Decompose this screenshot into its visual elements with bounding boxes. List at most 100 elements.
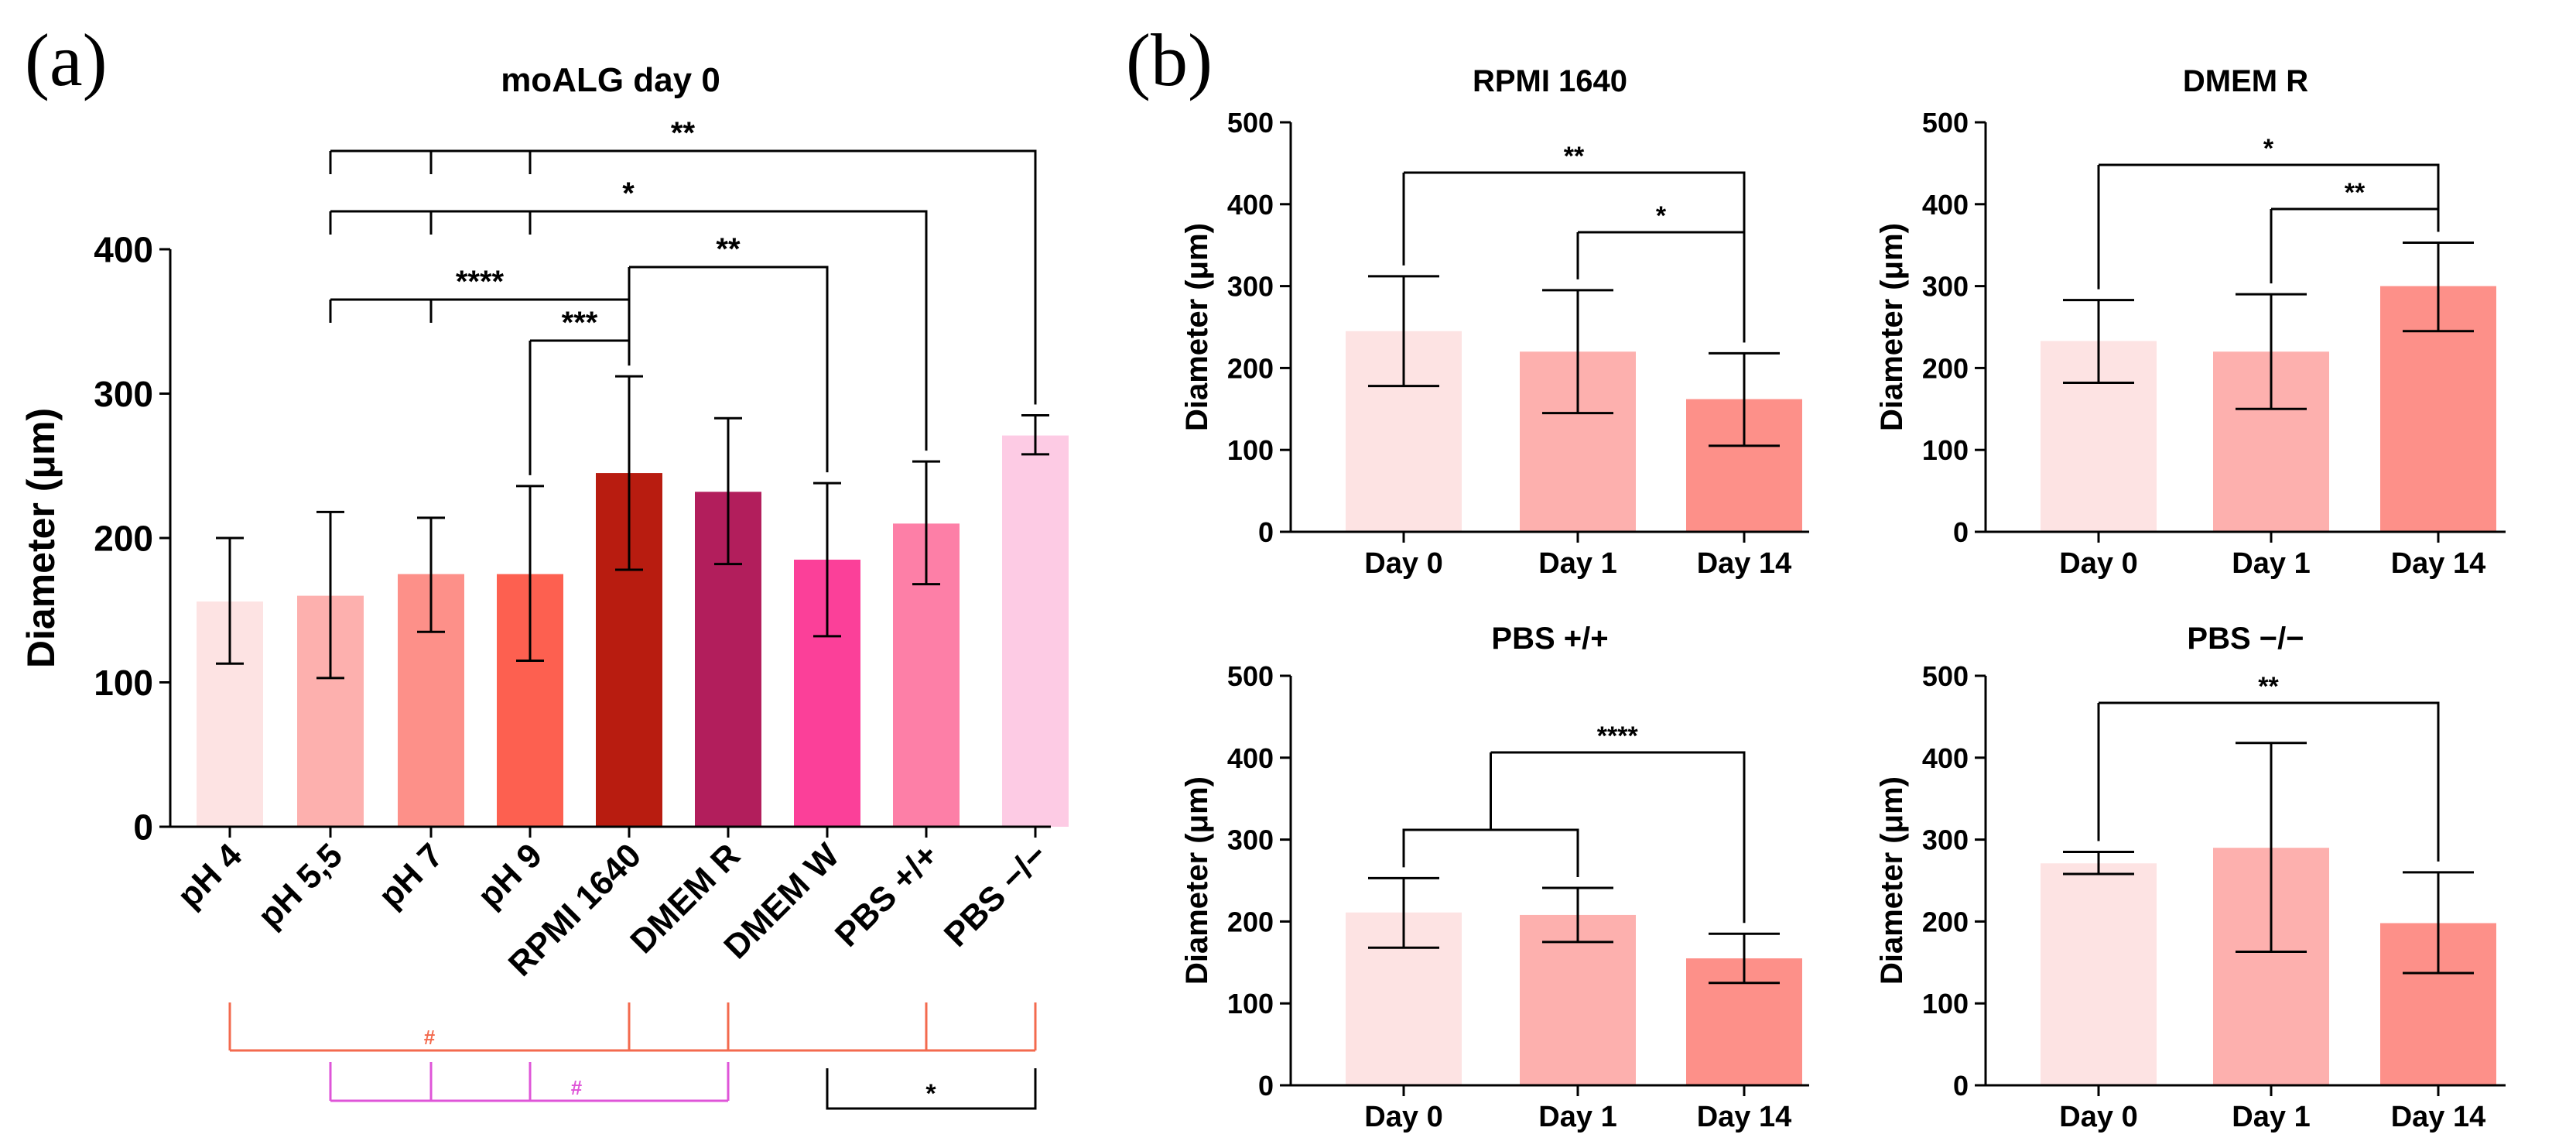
- significance-bracket: [2270, 207, 2440, 284]
- significance-label: **: [2345, 178, 2366, 207]
- x-tick-label: pH 9: [470, 836, 549, 915]
- bar-day-0: [2041, 863, 2157, 1085]
- x-tick-label: Day 0: [2059, 547, 2137, 580]
- significance-label: *: [2263, 134, 2274, 163]
- significance-label: ****: [456, 265, 505, 299]
- y-tick-label: 100: [1227, 988, 1274, 1019]
- y-tick-label: 400: [1227, 189, 1274, 221]
- error-bar: [417, 516, 445, 633]
- error-bar: [1709, 351, 1780, 447]
- significance-label: *: [1656, 201, 1667, 231]
- y-tick-label: 0: [1258, 516, 1274, 548]
- y-axis-label: Diameter (μm): [1180, 776, 1214, 985]
- y-axis-label: Diameter (μm): [1875, 223, 1909, 431]
- x-tick-label: pH 4: [170, 836, 249, 915]
- panel-label-b: (b): [1126, 19, 1213, 101]
- significance-bracket: [329, 298, 631, 366]
- bar-day-1: [1520, 914, 1636, 1085]
- significance-label: **: [1564, 142, 1585, 171]
- y-tick-label: 0: [133, 807, 153, 848]
- x-tick-label: Day 1: [2232, 1101, 2310, 1133]
- y-tick-label: 400: [94, 230, 153, 270]
- y-tick-label: 200: [1922, 352, 1969, 384]
- significance-bracket: [329, 210, 928, 451]
- y-tick-label: 200: [1227, 906, 1274, 937]
- error-bar: [2403, 242, 2474, 333]
- below-axis-bracket: [826, 1068, 1037, 1110]
- x-tick-label: Day 1: [2232, 547, 2310, 580]
- chart-b4: PBS −/− Diameter (μm) 0 100 200 300 400 500 Day …: [1875, 622, 2506, 1133]
- significance-bracket: [529, 339, 631, 475]
- chart-title: PBS −/−: [2187, 622, 2304, 656]
- x-tick-label: Day 0: [1364, 1101, 1442, 1133]
- error-bar: [615, 375, 643, 571]
- y-tick-label: 500: [1922, 660, 1969, 692]
- chart-a: moALG day 0 Diameter (μm) 0 100 200 300 400 pH …: [19, 61, 1069, 1110]
- error-bar: [2403, 871, 2474, 975]
- y-tick-label: 100: [1227, 434, 1274, 466]
- significance-bracket: [2097, 163, 2440, 290]
- y-tick-label: 200: [1922, 906, 1969, 937]
- y-tick-label: 300: [1227, 824, 1274, 856]
- x-tick-label: Day 14: [1697, 1101, 1792, 1133]
- chart-title: PBS +/+: [1491, 622, 1608, 656]
- y-tick-label: 300: [1227, 271, 1274, 303]
- chart-title: RPMI 1640: [1473, 64, 1627, 98]
- x-tick-label: Day 0: [2059, 1101, 2137, 1133]
- error-bar: [2236, 293, 2307, 410]
- error-bar: [2236, 742, 2307, 954]
- y-axis-label: Diameter (μm): [19, 408, 63, 668]
- y-tick-label: 0: [1953, 1070, 1969, 1102]
- below-axis-bracket: [329, 1062, 730, 1102]
- y-tick-label: 100: [94, 663, 153, 703]
- error-bar: [1542, 886, 1613, 944]
- significance-bracket: [2097, 701, 2440, 862]
- chart-title: moALG day 0: [501, 61, 720, 99]
- error-bar: [813, 481, 841, 638]
- y-tick-label: 100: [1922, 988, 1969, 1019]
- y-tick-label: 500: [1922, 107, 1969, 139]
- bar-pbs-: [1002, 435, 1069, 827]
- error-bar: [216, 536, 244, 665]
- y-tick-label: 0: [1953, 516, 1969, 548]
- y-tick-label: 300: [1922, 271, 1969, 303]
- significance-label: **: [2258, 672, 2279, 701]
- below-axis-label: *: [925, 1079, 936, 1109]
- significance-bracket: [1402, 751, 1746, 924]
- significance-label: **: [671, 116, 696, 150]
- x-tick-label: pH 7: [371, 836, 450, 915]
- x-tick-label: Day 1: [1538, 547, 1616, 580]
- y-tick-label: 300: [1922, 824, 1969, 856]
- error-bar: [1021, 413, 1049, 456]
- x-tick-label: Day 1: [1538, 1101, 1616, 1133]
- error-bar: [2063, 299, 2134, 384]
- significance-bracket: [1402, 171, 1746, 343]
- y-tick-label: 500: [1227, 107, 1274, 139]
- error-bar: [516, 485, 544, 663]
- x-tick-label: Day 14: [2391, 1101, 2486, 1133]
- chart-b2: DMEM R Diameter (μm) 0 100 200 300 400 500 Day 0…: [1875, 64, 2506, 580]
- error-bar: [316, 510, 344, 680]
- panel-label-a: (a): [25, 19, 108, 101]
- y-tick-label: 400: [1922, 189, 1969, 221]
- y-tick-label: 0: [1258, 1070, 1274, 1102]
- y-tick-label: 100: [1922, 434, 1969, 466]
- x-tick-label: Day 14: [1697, 547, 1792, 580]
- below-axis-bracket: [228, 1002, 1037, 1052]
- x-tick-label: PBS −/−: [937, 836, 1055, 954]
- error-bar: [2063, 850, 2134, 876]
- x-tick-label: pH 5,5: [251, 836, 350, 935]
- error-bar: [714, 416, 742, 566]
- y-tick-label: 200: [94, 519, 153, 559]
- error-bar: [1368, 876, 1439, 949]
- error-bar: [1542, 289, 1613, 415]
- significance-label: *: [622, 176, 635, 211]
- below-axis-label: #: [424, 1026, 436, 1049]
- below-axis-label: #: [571, 1076, 583, 1099]
- y-tick-label: 400: [1922, 742, 1969, 774]
- error-bar: [1368, 275, 1439, 388]
- chart-b1: RPMI 1640 Diameter (μm) 0 100 200 300 400 500 Da…: [1180, 64, 1809, 580]
- y-tick-label: 300: [94, 374, 153, 414]
- significance-bracket: [329, 149, 1037, 405]
